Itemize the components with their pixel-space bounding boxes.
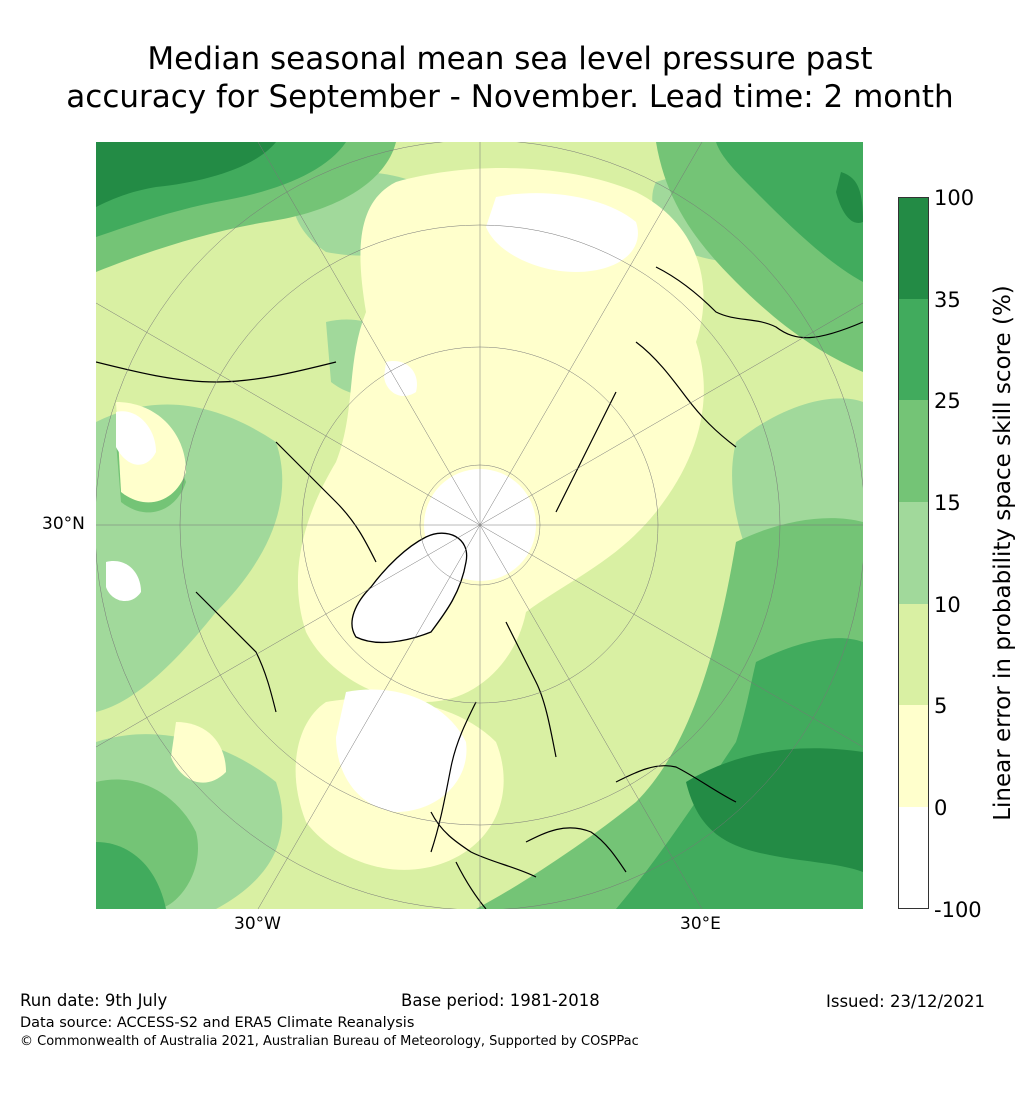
colorbar-class-0-5 [898, 705, 929, 807]
chart-title: Median seasonal mean sea level pressure … [0, 40, 1020, 116]
colorbar-tick: 35 [934, 288, 961, 312]
colorbar-tick: 10 [934, 593, 961, 617]
lon-label-30e: 30°E [680, 914, 721, 934]
skill-35-100-areas [96, 142, 863, 872]
colorbar-tick: 100 [934, 186, 975, 210]
greenland [351, 532, 468, 644]
colorbar-class-5-10 [898, 604, 929, 705]
colorbar-class-15-25 [898, 400, 929, 502]
colorbar-class-35-100 [898, 197, 929, 299]
title-line-1: Median seasonal mean sea level pressure … [147, 41, 873, 77]
lon-label-30w: 30°W [234, 914, 281, 934]
colorbar-frame [898, 197, 929, 909]
colorbar-title: Linear error in probability space skill … [990, 285, 1016, 821]
colorbar-tick: 0 [934, 796, 948, 820]
colorbar-tick: 25 [934, 389, 961, 413]
data-source: Data source: ACCESS-S2 and ERA5 Climate … [20, 1015, 415, 1031]
issued-date: Issued: 23/12/2021 [826, 992, 986, 1011]
colorbar-class-negative [898, 807, 929, 909]
lat-label-30n: 30°N [42, 514, 85, 534]
title-line-2: accuracy for September - November. Lead … [66, 79, 954, 115]
colorbar-tick: -100 [934, 898, 982, 922]
copyright: © Commonwealth of Australia 2021, Austra… [20, 1034, 639, 1049]
colorbar-class-25-35 [898, 299, 929, 400]
colorbar-class-10-15 [898, 502, 929, 604]
base-period: Base period: 1981-2018 [401, 991, 600, 1010]
graticule [96, 142, 863, 909]
colorbar [898, 197, 929, 909]
run-date: Run date: 9th July [20, 991, 168, 1010]
colorbar-tick: 15 [934, 491, 961, 515]
polar-map [96, 142, 863, 909]
colorbar-tick: 5 [934, 694, 948, 718]
